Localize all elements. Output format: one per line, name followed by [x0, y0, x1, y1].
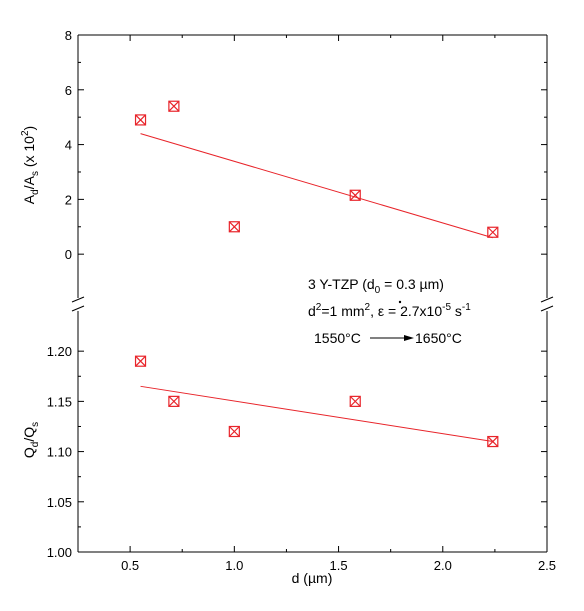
annotation-temp-end: 1650°C [415, 330, 462, 346]
epsilon-dot [398, 300, 402, 304]
top-data-point [228, 221, 240, 233]
bottom-ytick-label: 1.15 [47, 394, 72, 409]
top-data-point [134, 114, 147, 126]
bottom-panel: 1.00 1.05 1.10 1.15 1.20 [47, 344, 547, 560]
plot-frame [71, 34, 554, 553]
top-fit-line [140, 133, 493, 239]
annotation-material: 3 Y-TZP (d0 = 0.3 µm) [308, 276, 444, 296]
bottom-data-point [487, 435, 499, 448]
top-ytick-label: 2 [65, 192, 72, 207]
bottom-ytick-label: 1.20 [47, 344, 72, 359]
x-ticks: 0.5 1.0 1.5 2.0 2.5 [121, 35, 556, 573]
y-axis-label-bottom: Qd/Qs [21, 422, 41, 458]
xtick-label: 2.5 [538, 558, 556, 573]
bottom-ytick-label: 1.05 [47, 495, 72, 510]
top-ytick-label: 6 [65, 83, 72, 98]
axis-break-left-1 [71, 296, 85, 303]
bottom-ytick-label: 1.00 [47, 545, 72, 560]
top-ytick-label: 0 [65, 247, 72, 262]
axis-break-right-2 [540, 305, 554, 312]
top-ytick-label: 8 [65, 28, 72, 43]
y-axis-label-top: Ad/As (x 102) [20, 126, 41, 204]
annotation-arrow-head [404, 335, 414, 341]
annotation-block: 3 Y-TZP (d0 = 0.3 µm) d2=1 mm2, ε = 2.7x… [308, 276, 471, 346]
top-data-point [487, 226, 499, 238]
annotation-temp-start: 1550°C [314, 330, 361, 346]
bottom-fit-line [140, 385, 493, 443]
bottom-data-point [168, 395, 180, 407]
x-axis-label: d (µm) [292, 570, 333, 586]
bottom-data-point [349, 395, 361, 407]
top-ytick-label: 4 [65, 138, 72, 153]
xtick-label: 0.5 [121, 558, 139, 573]
bottom-ytick-label: 1.10 [47, 445, 72, 460]
xtick-label: 2.0 [434, 558, 452, 573]
axis-break-right-1 [540, 296, 554, 303]
top-data-point [168, 100, 180, 112]
bottom-data-point [228, 425, 240, 438]
bottom-data-point [134, 355, 147, 367]
xtick-label: 1.0 [225, 558, 243, 573]
axis-break-left-2 [71, 305, 85, 312]
top-panel: 0 2 4 6 8 [65, 28, 547, 262]
xtick-label: 1.5 [330, 558, 348, 573]
annotation-conditions: d2=1 mm2, ε = 2.7x10-5 s-1 [308, 302, 471, 319]
top-data-point [349, 189, 361, 201]
